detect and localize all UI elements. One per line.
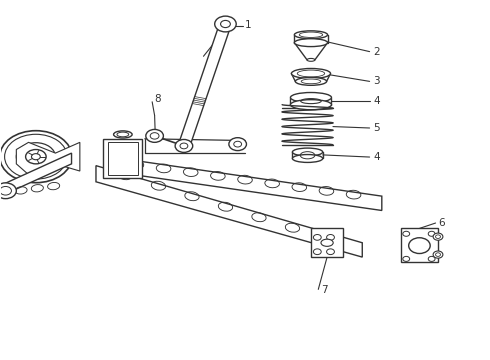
Polygon shape: [16, 142, 80, 175]
Ellipse shape: [4, 134, 67, 179]
Circle shape: [403, 231, 410, 236]
Circle shape: [433, 251, 443, 258]
Circle shape: [428, 231, 435, 236]
Text: 1: 1: [245, 20, 252, 30]
Text: 6: 6: [438, 218, 444, 228]
Circle shape: [215, 16, 236, 32]
Polygon shape: [103, 139, 143, 178]
Ellipse shape: [293, 154, 323, 162]
Circle shape: [229, 138, 246, 150]
Ellipse shape: [294, 31, 328, 39]
Circle shape: [436, 235, 441, 238]
Polygon shape: [178, 23, 231, 147]
Circle shape: [436, 253, 441, 256]
Circle shape: [146, 130, 163, 142]
Ellipse shape: [117, 132, 129, 137]
Polygon shape: [108, 142, 138, 175]
Ellipse shape: [16, 143, 55, 171]
Circle shape: [314, 249, 321, 255]
Ellipse shape: [291, 100, 331, 110]
Circle shape: [150, 133, 159, 139]
Polygon shape: [401, 228, 438, 262]
Circle shape: [327, 234, 334, 240]
Ellipse shape: [292, 68, 331, 78]
Circle shape: [220, 21, 230, 28]
Circle shape: [409, 238, 430, 253]
Ellipse shape: [295, 77, 327, 85]
Polygon shape: [311, 228, 343, 257]
Text: 4: 4: [373, 152, 380, 162]
Circle shape: [175, 139, 193, 152]
Polygon shape: [96, 166, 362, 257]
Circle shape: [433, 233, 443, 240]
Ellipse shape: [294, 39, 328, 46]
Ellipse shape: [291, 93, 331, 103]
Ellipse shape: [25, 149, 46, 164]
Text: 2: 2: [373, 46, 380, 57]
Circle shape: [314, 234, 321, 240]
Polygon shape: [108, 157, 382, 211]
Ellipse shape: [307, 58, 315, 61]
Circle shape: [180, 143, 188, 149]
Circle shape: [0, 183, 16, 199]
Text: 5: 5: [373, 123, 380, 133]
Circle shape: [234, 141, 242, 147]
Polygon shape: [0, 153, 72, 196]
Ellipse shape: [31, 154, 40, 160]
Circle shape: [403, 256, 410, 261]
Circle shape: [0, 186, 11, 195]
Circle shape: [428, 256, 435, 261]
Ellipse shape: [0, 131, 72, 183]
Ellipse shape: [293, 148, 323, 156]
Text: 4: 4: [373, 96, 380, 106]
Circle shape: [327, 249, 334, 255]
Text: 3: 3: [373, 76, 380, 86]
Polygon shape: [294, 42, 328, 60]
Text: 8: 8: [155, 94, 161, 104]
Ellipse shape: [114, 131, 132, 138]
Ellipse shape: [321, 239, 333, 246]
Text: 7: 7: [321, 285, 327, 296]
